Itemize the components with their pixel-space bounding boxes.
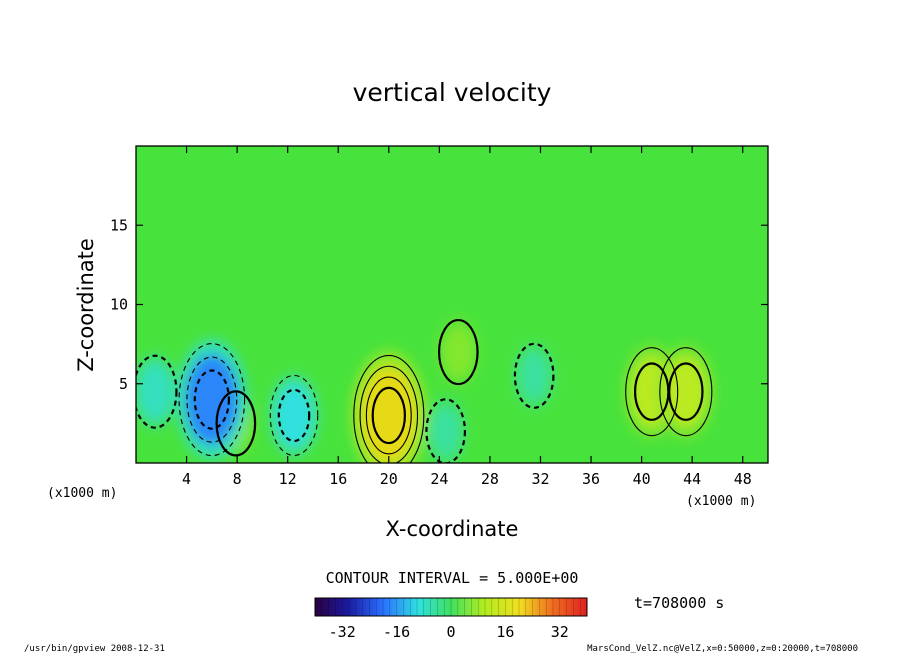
y-tick-label: 10 xyxy=(110,296,128,314)
updraft-contour xyxy=(668,362,704,421)
time-label: t=708000 s xyxy=(634,594,724,612)
updraft-contour xyxy=(659,347,713,437)
updraft-contour xyxy=(215,390,257,457)
x-tick-label: 44 xyxy=(683,470,701,488)
downdraft-core xyxy=(430,405,462,457)
updraft-core xyxy=(442,326,474,378)
y-tick-label: 15 xyxy=(110,216,128,234)
x-tick-label: 48 xyxy=(734,470,752,488)
chart-title: vertical velocity xyxy=(353,78,552,107)
downdraft-contour xyxy=(136,354,178,429)
x-axis-label: X-coordinate xyxy=(386,517,519,541)
downdraft-core xyxy=(275,383,313,448)
colorbar-tick-label: -16 xyxy=(383,623,410,641)
x-unit-left: (x1000 m) xyxy=(47,486,117,501)
colorbar xyxy=(315,598,587,616)
x-tick-label: 4 xyxy=(182,470,191,488)
updraft-contour xyxy=(359,365,419,463)
updraft-contour xyxy=(353,354,425,463)
x-tick-label: 36 xyxy=(582,470,600,488)
footer-right: MarsCond_VelZ.nc@VelZ,x=0:50000,z=0:2000… xyxy=(587,644,858,654)
contour-interval-label: CONTOUR INTERVAL = 5.000E+00 xyxy=(326,569,579,587)
colorbar-tick-label: 32 xyxy=(551,623,569,641)
updraft-contour xyxy=(625,347,679,437)
x-tick-label: 28 xyxy=(481,470,499,488)
downdraft-core xyxy=(518,350,550,402)
colorbar-frame xyxy=(314,597,588,617)
x-tick-label: 20 xyxy=(380,470,398,488)
y-axis-label: Z-coordinate xyxy=(74,238,98,372)
colorbar-tick-label: 0 xyxy=(446,623,455,641)
downdraft-contour xyxy=(425,398,467,463)
downdraft-contour xyxy=(277,388,311,443)
downdraft-core xyxy=(185,354,239,445)
colorbar-tick-label: -32 xyxy=(329,623,356,641)
updraft-core xyxy=(360,367,417,463)
updraft-contour xyxy=(371,386,406,445)
downdraft-contour xyxy=(186,356,238,443)
x-unit-right: (x1000 m) xyxy=(686,494,756,509)
x-tick-label: 24 xyxy=(430,470,448,488)
x-tick-label: 8 xyxy=(233,470,242,488)
x-tick-label: 40 xyxy=(633,470,651,488)
x-tick-label: 12 xyxy=(279,470,297,488)
colorbar-tick-label: 16 xyxy=(496,623,514,641)
downdraft-contour xyxy=(178,343,246,457)
x-tick-label: 32 xyxy=(531,470,549,488)
footer-left: /usr/bin/gpview 2008-12-31 xyxy=(24,644,165,654)
updraft-contour xyxy=(437,318,479,386)
downdraft-contour xyxy=(269,374,319,457)
updraft-core xyxy=(665,356,707,427)
x-tick-label: 16 xyxy=(329,470,347,488)
downdraft-core xyxy=(137,362,173,421)
downdraft-contour xyxy=(513,342,555,409)
downdraft-contour xyxy=(193,369,230,430)
y-tick-label: 5 xyxy=(119,375,128,393)
updraft-contour xyxy=(365,376,412,455)
